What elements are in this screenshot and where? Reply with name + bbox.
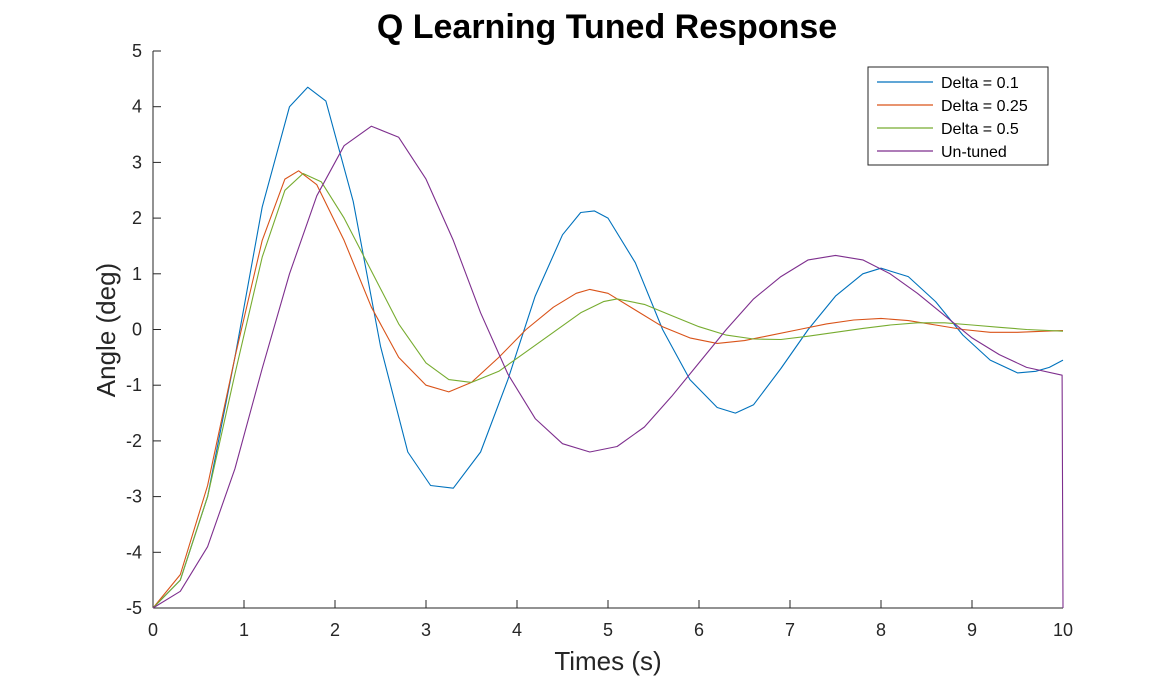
legend: Delta = 0.1 Delta = 0.25 Delta = 0.5 Un-tun… <box>867 66 1049 166</box>
legend-box <box>867 66 1049 166</box>
x-tick-label: 2 <box>330 620 340 640</box>
x-tick-label: 5 <box>603 620 613 640</box>
series-line-1 <box>152 86 1064 609</box>
y-tick-label: -1 <box>126 375 142 395</box>
legend-label: Delta = 0.5 <box>941 121 1019 138</box>
y-tick-label: -5 <box>126 598 142 618</box>
x-axis-label: Times (s) <box>554 646 661 676</box>
y-tick-label: -3 <box>126 487 142 507</box>
y-tick-label: 3 <box>132 152 142 172</box>
y-tick-label: 4 <box>132 97 142 117</box>
y-axis-label: Angle (deg) <box>91 263 121 397</box>
x-tick-label: 9 <box>967 620 977 640</box>
y-tick-label: 2 <box>132 208 142 228</box>
legend-label: Un-tuned <box>941 144 1007 161</box>
y-tick-label: 5 <box>132 41 142 61</box>
legend-label: Delta = 0.25 <box>941 98 1028 115</box>
x-tick-label: 7 <box>785 620 795 640</box>
y-tick-label: -2 <box>126 431 142 451</box>
y-tick-label: 1 <box>132 264 142 284</box>
x-tick-label: 1 <box>239 620 249 640</box>
x-tick-label: 4 <box>512 620 522 640</box>
x-tick-label: 0 <box>148 620 158 640</box>
chart-title: Q Learning Tuned Response <box>377 8 837 46</box>
x-tick-label: 6 <box>694 620 704 640</box>
x-tick-label: 10 <box>1053 620 1073 640</box>
legend-label: Delta = 0.1 <box>941 75 1019 92</box>
y-tick-label: -4 <box>126 542 142 562</box>
series-line-2 <box>152 170 1064 609</box>
series-line-4 <box>152 125 1064 609</box>
y-tick-label: 0 <box>132 320 142 340</box>
y-ticks: -5 -4 -3 -2 -1 0 1 2 3 4 5 <box>126 41 161 618</box>
x-tick-label: 8 <box>876 620 886 640</box>
x-tick-label: 3 <box>421 620 431 640</box>
plot-lines <box>152 86 1064 609</box>
x-ticks: 0 1 2 3 4 5 6 7 8 9 10 <box>148 600 1073 640</box>
series-line-3 <box>152 172 1064 609</box>
